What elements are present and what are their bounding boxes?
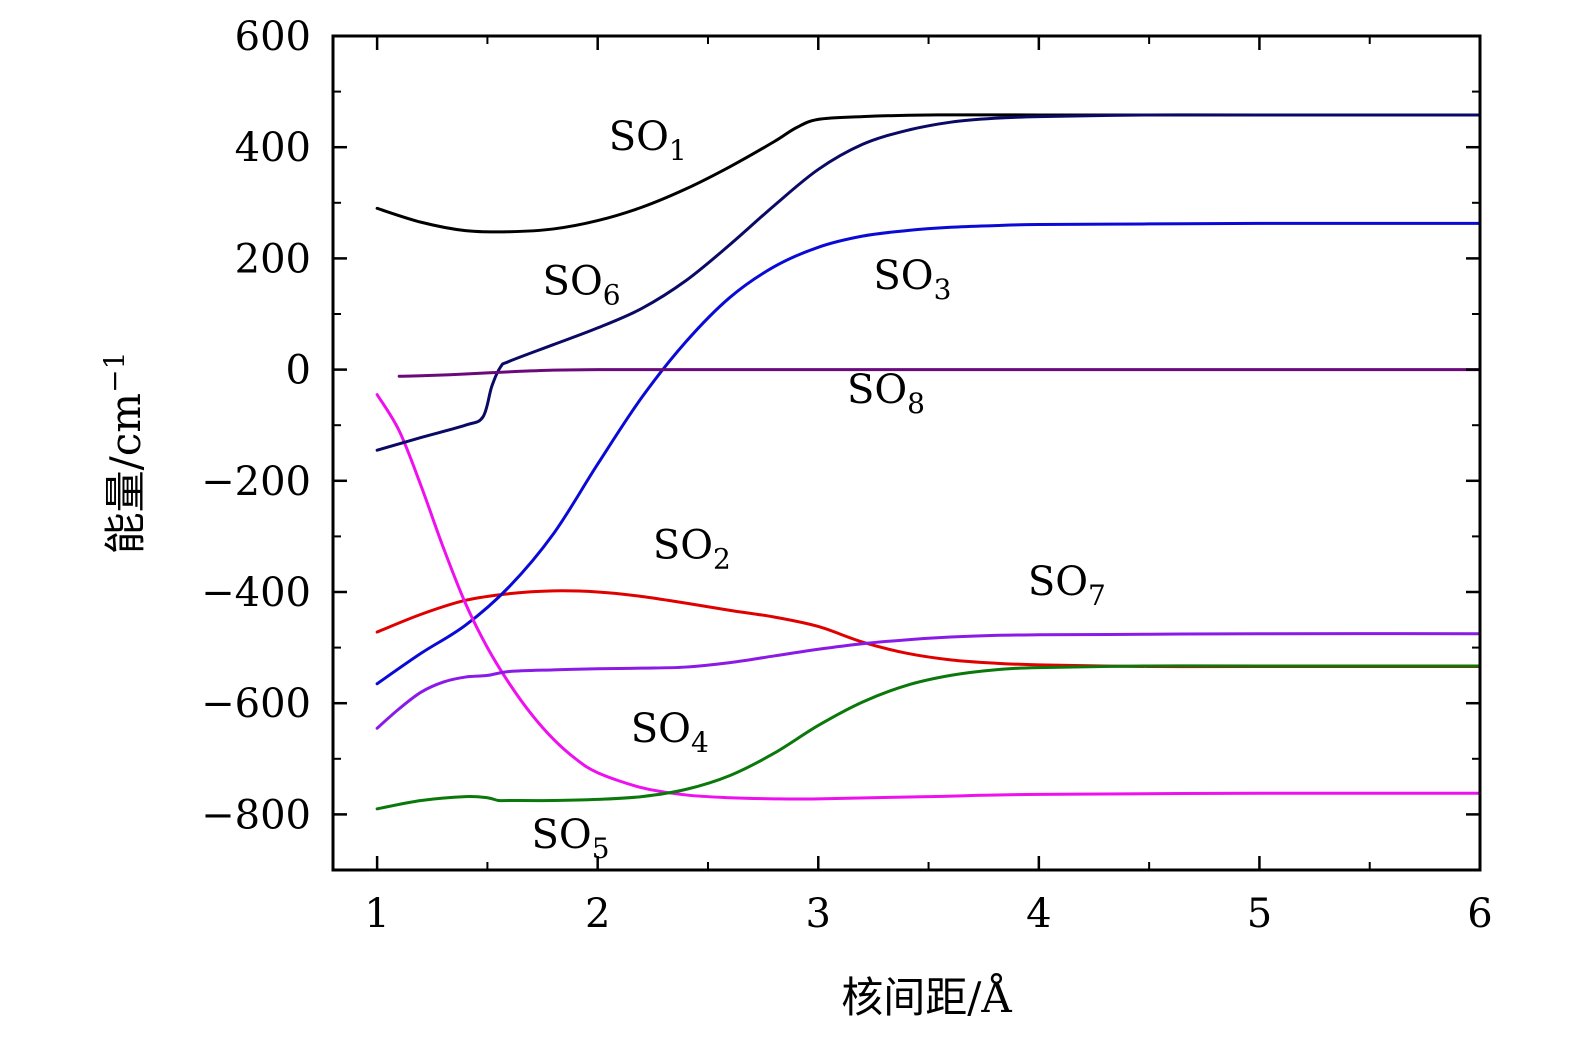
series-line-so6 — [375, 113, 1482, 452]
y-tick-label: 400 — [235, 125, 311, 171]
series-label-so4: SO4 — [631, 706, 709, 759]
y-tick-label: −200 — [201, 459, 311, 505]
y-tick-label: −400 — [201, 570, 311, 616]
y-tick-label: −600 — [201, 681, 311, 727]
series-label-so1: SO1 — [609, 114, 687, 167]
x-tick-label: 6 — [1467, 891, 1492, 937]
y-tick-label: 600 — [235, 14, 311, 60]
x-tick-label: 2 — [585, 891, 610, 937]
x-tick-label: 1 — [364, 891, 389, 937]
x-tick-label: 3 — [806, 891, 831, 937]
series-label-so6: SO6 — [543, 259, 621, 312]
y-axis-title-main: 能量/cm — [101, 393, 150, 555]
plot-frame — [331, 34, 1482, 872]
series-line-so5 — [375, 664, 1482, 811]
tick-layer: 1 2 3 4 5 6 600 400 200 0 −200 −400 −600 −800 — [201, 14, 1493, 937]
series-line-so2 — [375, 589, 1482, 669]
series-line-so3 — [375, 221, 1482, 686]
series-label-so3: SO3 — [873, 253, 951, 306]
y-tick-label: −800 — [201, 792, 311, 838]
series-label-so2: SO2 — [653, 523, 731, 576]
series-label-so5: SO5 — [532, 812, 610, 865]
y-axis-title-exponent: −1 — [98, 352, 131, 393]
label-layer: SO1 SO2 SO3 SO4 SO5 SO6 SO7 SO8 — [532, 114, 1106, 865]
series-label-so7: SO7 — [1028, 559, 1106, 612]
y-axis-title: 能量/cm−1 — [98, 352, 150, 555]
x-tick-label: 4 — [1026, 891, 1051, 937]
series-layer — [375, 113, 1482, 811]
series-line-so8 — [397, 368, 1482, 378]
series-line-so1 — [375, 113, 1482, 234]
x-tick-label: 5 — [1247, 891, 1272, 937]
x-axis-title: 核间距/Å — [841, 972, 1012, 1022]
y-tick-label: 0 — [286, 348, 311, 394]
series-line-so4 — [375, 393, 1482, 801]
series-label-so8: SO8 — [847, 367, 925, 420]
y-tick-label: 200 — [235, 236, 311, 282]
series-line-so7 — [375, 632, 1482, 730]
